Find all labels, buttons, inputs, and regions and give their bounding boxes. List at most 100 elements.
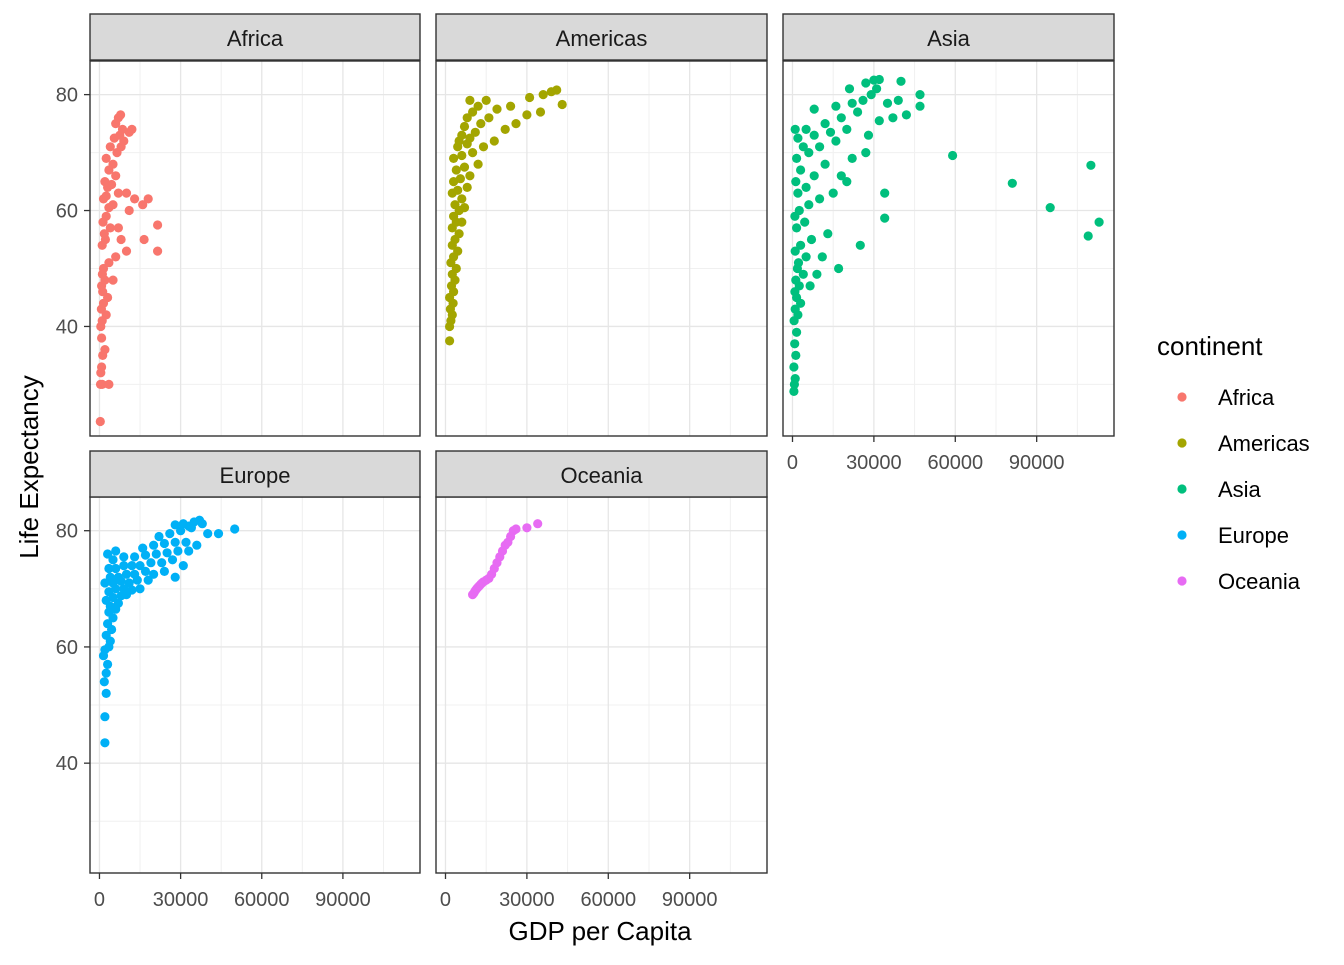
data-point-asia — [874, 74, 884, 85]
data-point-europe — [119, 584, 129, 594]
data-point-asia — [790, 246, 800, 256]
data-point-asia — [880, 188, 890, 198]
data-point-europe — [143, 575, 153, 585]
data-point-asia — [1086, 160, 1096, 170]
data-point-asia — [863, 130, 874, 140]
data-point-asia — [855, 240, 865, 250]
data-point-oceania — [511, 524, 521, 534]
legend: continent Africa Americas Asia Europe Oceania — [1157, 331, 1310, 594]
data-point-americas — [462, 182, 472, 192]
legend-label: Africa — [1218, 385, 1275, 410]
data-point-oceania — [522, 523, 532, 533]
data-point-europe — [173, 546, 183, 556]
data-point-africa — [113, 188, 123, 198]
data-point-asia — [861, 78, 871, 88]
data-point-asia — [793, 258, 804, 268]
data-point-americas — [478, 142, 489, 152]
data-point-africa — [127, 124, 137, 134]
panel-europe: Europe 40 60 80 0 30000 60000 90000 — [56, 450, 421, 911]
data-point-africa — [100, 345, 110, 355]
data-point-europe — [149, 569, 159, 579]
data-point-asia — [1045, 203, 1055, 213]
data-point-asia — [790, 124, 800, 134]
legend-label: Asia — [1218, 477, 1262, 502]
data-point-europe — [178, 561, 188, 571]
data-point-asia — [801, 252, 811, 262]
data-point-europe — [113, 572, 123, 582]
data-point-americas — [522, 110, 532, 120]
data-point-africa — [117, 124, 128, 134]
x-tick-label: 90000 — [1009, 452, 1065, 474]
data-point-asia — [861, 148, 871, 158]
data-point-europe — [135, 584, 145, 594]
data-point-americas — [457, 217, 467, 227]
y-axis-title: Life Expectancy — [14, 375, 44, 559]
data-point-asia — [791, 350, 801, 360]
panel-border — [782, 60, 1115, 437]
data-point-europe — [101, 630, 111, 640]
data-point-asia — [790, 304, 800, 314]
facet-strip-label: Europe — [220, 463, 291, 488]
data-point-asia — [847, 153, 857, 163]
data-point-asia — [789, 362, 799, 372]
data-point-asia — [882, 98, 893, 108]
data-point-americas — [450, 200, 460, 210]
data-point-europe — [127, 585, 137, 595]
legend-title: continent — [1157, 331, 1263, 361]
data-point-africa — [138, 200, 148, 210]
panel-asia: Asia 0 30000 60000 90000 — [782, 13, 1115, 474]
data-point-asia — [866, 90, 876, 100]
data-point-africa — [97, 362, 107, 372]
data-point-americas — [484, 113, 494, 123]
data-point-asia — [828, 188, 838, 198]
data-point-asia — [834, 263, 844, 274]
data-point-asia — [825, 127, 836, 137]
data-point-americas — [449, 153, 459, 163]
data-point-asia — [789, 386, 799, 396]
data-point-asia — [798, 269, 808, 279]
data-point-africa — [111, 252, 121, 262]
data-point-europe — [127, 561, 137, 571]
data-point-americas — [492, 104, 502, 114]
data-point-africa — [95, 416, 105, 427]
data-point-asia — [893, 95, 903, 105]
data-point-americas — [459, 121, 470, 132]
data-point-americas — [462, 113, 472, 123]
x-tick-label: 90000 — [662, 889, 718, 911]
y-tick-label: 60 — [56, 201, 78, 223]
data-point-europe — [101, 688, 111, 699]
data-point-americas — [465, 171, 475, 181]
panel-background — [90, 61, 420, 436]
data-point-asia — [794, 205, 804, 216]
panel-background — [90, 497, 420, 873]
y-tick-label: 80 — [56, 521, 78, 543]
data-point-americas — [453, 185, 463, 195]
panel-background — [436, 497, 767, 873]
y-tick-label: 60 — [56, 637, 78, 659]
data-point-asia — [836, 171, 846, 181]
data-point-europe — [111, 563, 121, 574]
data-point-asia — [1007, 178, 1017, 188]
data-point-asia — [796, 165, 806, 175]
data-point-asia — [790, 339, 800, 349]
data-point-africa — [121, 246, 132, 256]
data-point-africa — [99, 229, 109, 239]
x-tick-label: 60000 — [234, 889, 290, 911]
data-point-europe — [130, 552, 140, 562]
data-point-asia — [805, 281, 815, 291]
data-point-europe — [159, 538, 169, 549]
data-point-asia — [820, 119, 830, 129]
data-point-africa — [108, 275, 118, 285]
data-point-europe — [170, 572, 180, 582]
data-point-asia — [844, 84, 855, 94]
data-point-europe — [184, 546, 194, 556]
data-point-asia — [804, 200, 814, 210]
data-point-europe — [100, 738, 110, 748]
data-point-asia — [800, 217, 810, 227]
data-point-asia — [796, 240, 806, 250]
data-point-asia — [831, 101, 841, 111]
data-point-europe — [111, 546, 121, 556]
facet-strip — [435, 13, 768, 61]
data-point-africa — [139, 234, 149, 245]
